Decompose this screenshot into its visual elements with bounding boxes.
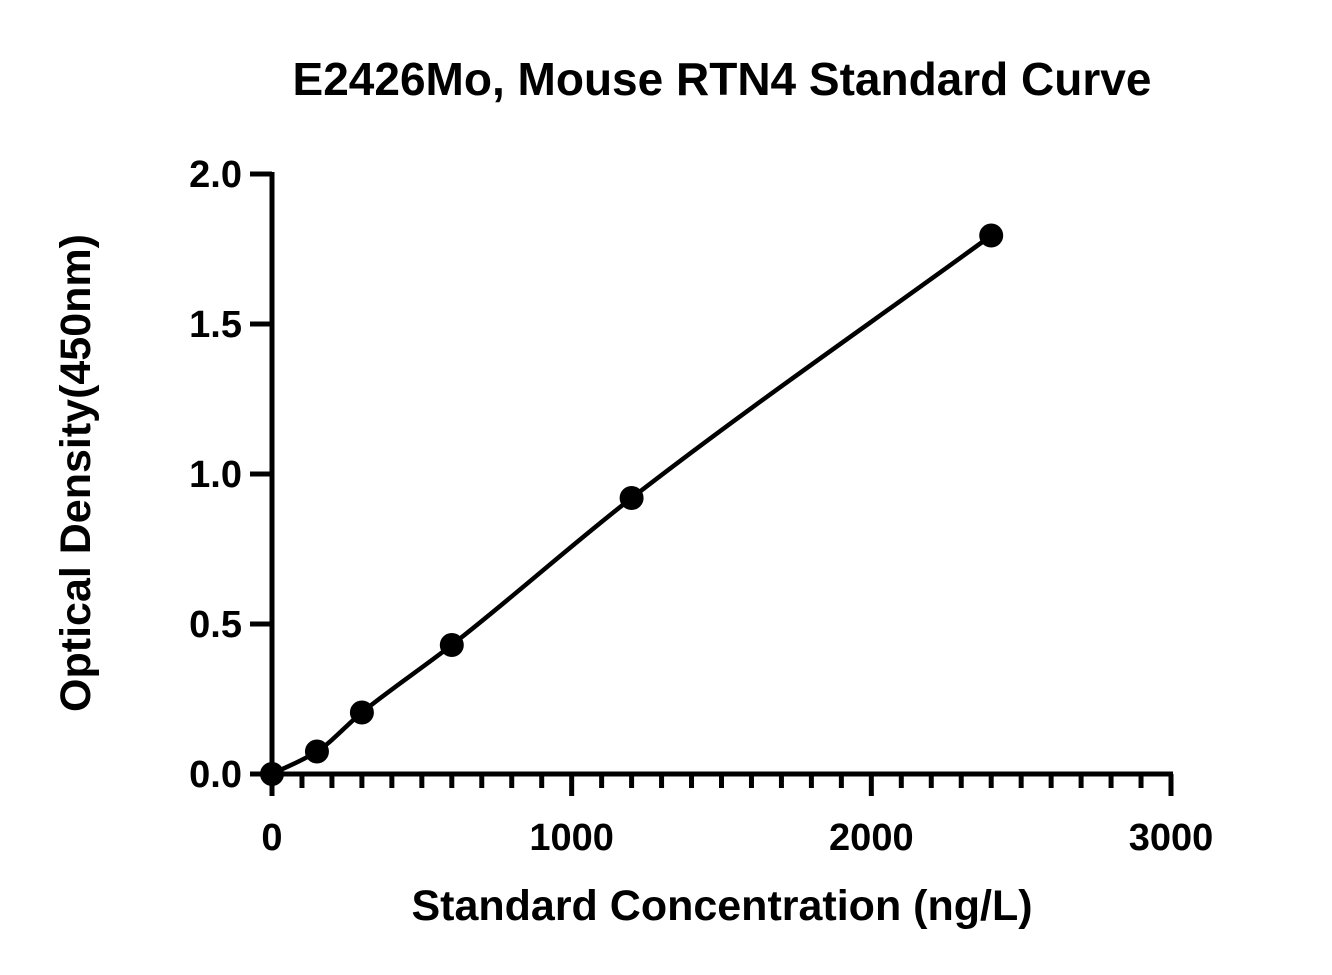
- axis-ticks: 0.0 0.5 1.0 1.5 2.0 0 1000 2000 3000: [189, 154, 1213, 859]
- y-tick-label: 1.0: [189, 454, 242, 496]
- data-point: [349, 700, 374, 725]
- y-tick-label: 0.5: [189, 604, 242, 646]
- data-points: [260, 223, 1004, 786]
- x-axis-label: Standard Concentration (ng/L): [411, 882, 1032, 930]
- data-point: [439, 633, 464, 657]
- y-tick-label: 0.0: [189, 754, 242, 796]
- y-tick-label: 1.5: [189, 304, 242, 346]
- data-point: [619, 486, 644, 510]
- x-tick-label: 3000: [1129, 817, 1214, 859]
- data-point: [979, 223, 1004, 248]
- data-point: [304, 739, 329, 764]
- chart-title: E2426Mo, Mouse RTN4 Standard Curve: [293, 53, 1152, 105]
- y-tick-label: 2.0: [189, 154, 242, 196]
- data-point: [260, 762, 284, 786]
- x-tick-label: 1000: [529, 817, 614, 859]
- x-tick-label: 2000: [829, 817, 914, 859]
- y-axis-label: Optical Density(450nm): [52, 234, 100, 712]
- x-tick-label: 0: [261, 817, 282, 859]
- axes: [269, 172, 1173, 777]
